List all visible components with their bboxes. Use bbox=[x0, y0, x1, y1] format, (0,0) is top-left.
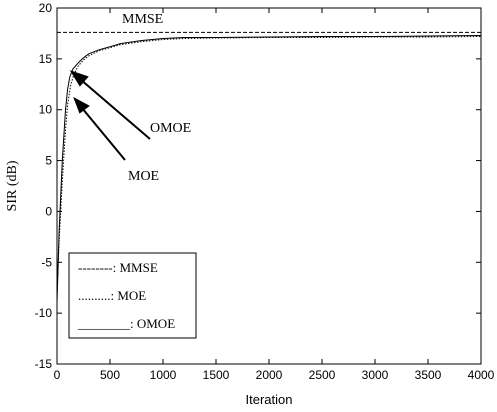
legend: --------: MMSE ..........: MOE ________:… bbox=[68, 252, 197, 339]
legend-item-omoe: ________: OMOE bbox=[77, 316, 175, 331]
legend-item-moe: ..........: MOE bbox=[78, 288, 146, 303]
x-tick-label: 3000 bbox=[362, 368, 389, 382]
y-tick-label: -10 bbox=[35, 306, 53, 320]
x-tick-label: 2500 bbox=[309, 368, 336, 382]
legend-box bbox=[68, 252, 197, 339]
x-tick-label: 2000 bbox=[256, 368, 283, 382]
annotation-omoe: OMOE bbox=[150, 121, 191, 136]
annotation-arrows bbox=[69, 70, 151, 161]
annotation-mmse: MMSE bbox=[122, 12, 163, 27]
legend-item-mmse: --------: MMSE bbox=[78, 260, 158, 275]
y-tick-label: 20 bbox=[39, 1, 53, 15]
moe-arrow-line bbox=[81, 107, 126, 161]
series-line-omoe bbox=[56, 35, 482, 304]
x-tick-label: 500 bbox=[100, 368, 120, 382]
x-tick-label: 0 bbox=[54, 368, 61, 382]
y-tick-label: 5 bbox=[45, 154, 52, 168]
x-tick-label: 3500 bbox=[415, 368, 442, 382]
y-axis-ticks: 20 15 10 5 0 -5 -10 -15 bbox=[35, 1, 481, 371]
y-tick-label: -5 bbox=[41, 255, 52, 269]
x-tick-label: 4000 bbox=[468, 368, 495, 382]
y-tick-label: 15 bbox=[39, 52, 53, 66]
y-tick-label: 0 bbox=[45, 204, 52, 218]
y-axis-label: SIR (dB) bbox=[5, 160, 20, 211]
annotation-moe: MOE bbox=[128, 169, 159, 184]
omoe-arrow-line bbox=[79, 78, 151, 140]
x-axis-label: Iteration bbox=[246, 392, 293, 407]
omoe-arrow-head bbox=[69, 70, 89, 87]
y-tick-label: 10 bbox=[39, 103, 53, 117]
moe-arrow-head bbox=[73, 96, 90, 114]
x-tick-label: 1000 bbox=[150, 368, 177, 382]
x-axis-ticks: 0 500 1000 1500 2000 2500 3000 3500 4000 bbox=[54, 8, 495, 382]
x-tick-label: 1500 bbox=[203, 368, 230, 382]
series-lines bbox=[56, 31, 482, 304]
y-tick-label: -15 bbox=[35, 357, 53, 371]
